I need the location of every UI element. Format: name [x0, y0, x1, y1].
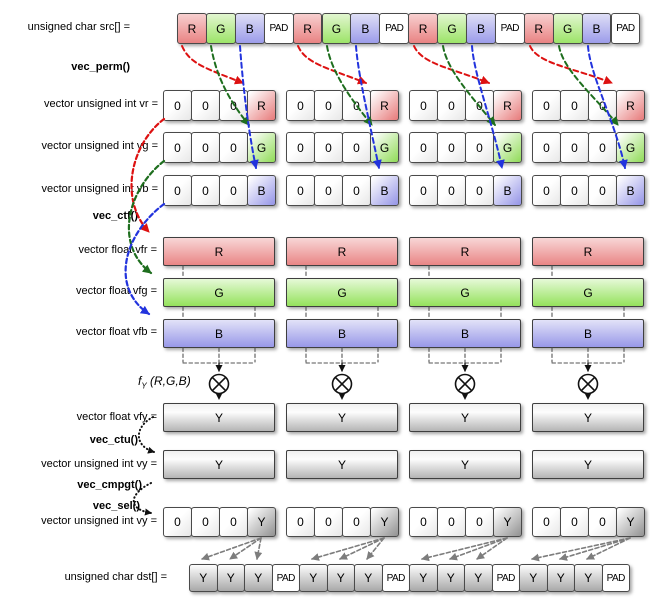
vb-cell-0: 0 — [437, 175, 466, 206]
vy2-cell-0: 0 — [286, 507, 315, 537]
vec-sel-label: vec_sel() — [92, 500, 140, 512]
vy2-cell-0: 0 — [465, 507, 494, 537]
vb-cell-B: B — [616, 175, 645, 206]
vfy-bar-Y: Y — [163, 403, 275, 432]
vg-cell-0: 0 — [314, 132, 343, 163]
vb-cell-0: 0 — [191, 175, 220, 206]
dst-cell-PAD: PAD — [491, 564, 520, 592]
fy-formula-label: fY (R,G,B) — [138, 374, 191, 390]
fy-f: f — [138, 374, 142, 388]
vb-cell-0: 0 — [560, 175, 589, 206]
vy2-cell-Y: Y — [616, 507, 645, 537]
dst-cell-PAD: PAD — [601, 564, 630, 592]
vfb-bar-B: B — [409, 319, 521, 348]
vb-cell-B: B — [370, 175, 399, 206]
vfr-bar-R: R — [163, 237, 275, 266]
vfr-bar-R: R — [532, 237, 644, 266]
vg-cell-0: 0 — [437, 132, 466, 163]
vg-cell-0: 0 — [163, 132, 192, 163]
vb-cell-B: B — [247, 175, 276, 206]
src-cell-B: B — [350, 13, 381, 44]
fy-sub: Y — [141, 381, 147, 391]
src-cell-R: R — [292, 13, 323, 44]
vfb-bar-B: B — [532, 319, 644, 348]
src-cell-PAD: PAD — [494, 13, 525, 44]
dst-cell-Y: Y — [354, 564, 383, 592]
vb-cell-0: 0 — [219, 175, 248, 206]
vec-cmpgt-label: vec_cmpgt() — [77, 479, 142, 491]
vb-cell-B: B — [493, 175, 522, 206]
dst-cell-Y: Y — [189, 564, 218, 592]
vfy-bar-Y: Y — [286, 403, 398, 432]
vy-bar-Y: Y — [286, 450, 398, 479]
src-cell-G: G — [205, 13, 236, 44]
vfy-bar-Y: Y — [532, 403, 644, 432]
vb-cell-0: 0 — [409, 175, 438, 206]
vfr-label: vector float vfr = — [78, 244, 157, 256]
vy2-cell-0: 0 — [314, 507, 343, 537]
vb-label: vector unsigned int vb = — [41, 183, 159, 195]
vy2-label: vector unsigned int vy = — [41, 515, 157, 527]
vfr-bar-R: R — [286, 237, 398, 266]
vb-cell-0: 0 — [465, 175, 494, 206]
vb-cell-0: 0 — [314, 175, 343, 206]
vy-bar-Y: Y — [409, 450, 521, 479]
src-cell-G: G — [321, 13, 352, 44]
vy2-cell-Y: Y — [370, 507, 399, 537]
src-cell-PAD: PAD — [379, 13, 410, 44]
vg-cell-0: 0 — [286, 132, 315, 163]
vy-bar-Y: Y — [163, 450, 275, 479]
vfr-bar-R: R — [409, 237, 521, 266]
src-cell-PAD: PAD — [610, 13, 641, 44]
vfg-bar-G: G — [163, 278, 275, 307]
vy2-cell-Y: Y — [493, 507, 522, 537]
vr-cell-0: 0 — [286, 90, 315, 121]
vfb-label: vector float vfb = — [75, 326, 157, 338]
vy2-cell-0: 0 — [560, 507, 589, 537]
vy2-cell-Y: Y — [247, 507, 276, 537]
vec-ctu-label: vec_ctu() — [89, 434, 138, 446]
vy-bar-Y: Y — [532, 450, 644, 479]
vfg-label: vector float vfg = — [75, 285, 157, 297]
vr-label: vector unsigned int vr = — [43, 98, 158, 110]
dst-cell-PAD: PAD — [381, 564, 410, 592]
vec-perm-label: vec_perm() — [71, 61, 130, 73]
dst-cell-PAD: PAD — [271, 564, 300, 592]
dst-cell-Y: Y — [546, 564, 575, 592]
vec-ctf-label: vec_ctf() — [92, 210, 138, 222]
vy2-cell-0: 0 — [437, 507, 466, 537]
dst-label: unsigned char dst[] = — [64, 571, 167, 583]
vb-cell-0: 0 — [286, 175, 315, 206]
dst-cell-Y: Y — [464, 564, 493, 592]
src-cell-B: B — [466, 13, 496, 44]
src-cell-G: G — [437, 13, 467, 44]
vr-cell-0: 0 — [532, 90, 561, 121]
vr-cell-0: 0 — [409, 90, 438, 121]
vy-label: vector unsigned int vy = — [41, 458, 157, 470]
dst-cell-Y: Y — [574, 564, 603, 592]
vfy-label: vector float vfy = — [76, 411, 157, 423]
src-cell-R: R — [177, 13, 207, 44]
src-cell-R: R — [523, 13, 554, 44]
vfb-bar-B: B — [286, 319, 398, 348]
vb-cell-0: 0 — [342, 175, 371, 206]
vfy-bar-Y: Y — [409, 403, 521, 432]
vb-cell-0: 0 — [532, 175, 561, 206]
fy-args: (R,G,B) — [146, 374, 191, 388]
vg-cell-0: 0 — [532, 132, 561, 163]
dst-cell-Y: Y — [216, 564, 245, 592]
vg-label: vector unsigned int vg = — [41, 140, 159, 152]
vb-cell-0: 0 — [588, 175, 617, 206]
dst-cell-Y: Y — [409, 564, 438, 592]
vfg-bar-G: G — [532, 278, 644, 307]
vy2-cell-0: 0 — [163, 507, 192, 537]
vfb-bar-B: B — [163, 319, 275, 348]
src-label: unsigned char src[] = — [27, 21, 130, 33]
vfg-bar-G: G — [409, 278, 521, 307]
vfg-bar-G: G — [286, 278, 398, 307]
